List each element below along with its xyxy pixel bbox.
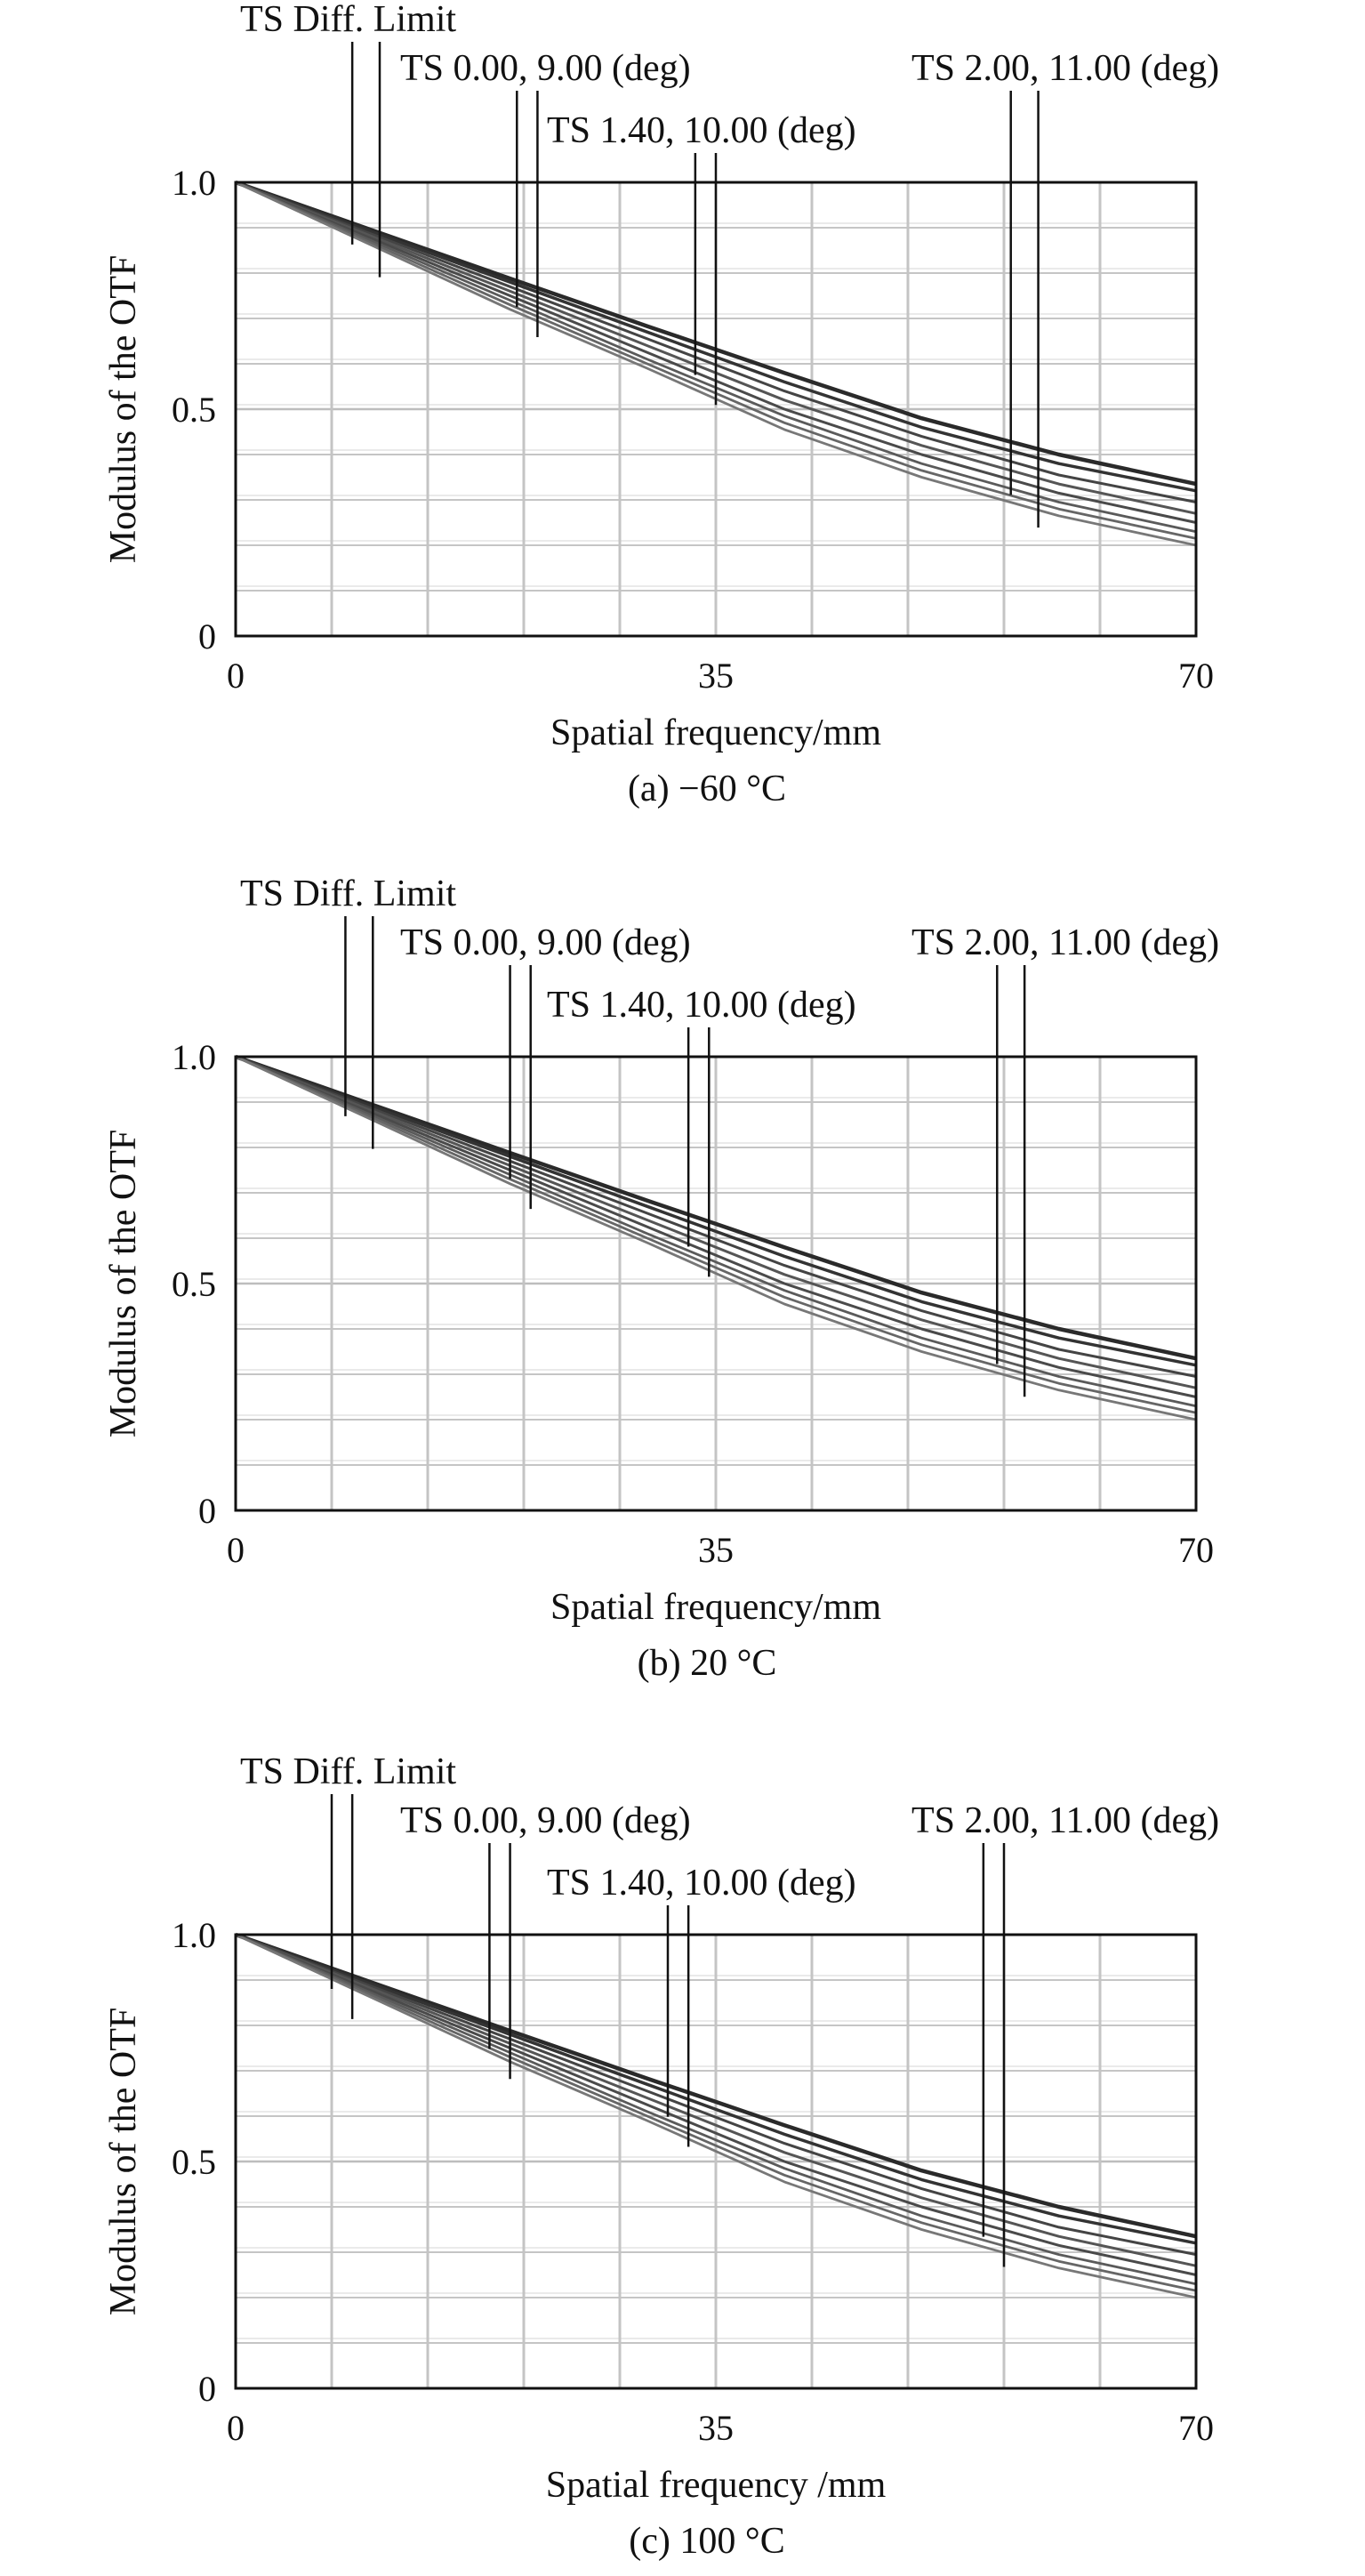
series-line-b-5 — [235, 1055, 1197, 1408]
y-tick-a-0: 0 — [198, 616, 216, 656]
y-tick-a-2: 1.0 — [172, 163, 216, 203]
legend-label-b-0: TS Diff. Limit — [240, 873, 456, 914]
series-c — [235, 1932, 1197, 2299]
plot-frame-c — [234, 1933, 1198, 2390]
x-tick-a-1: 35 — [698, 656, 734, 696]
series-line-b-7 — [235, 1055, 1197, 1421]
x-tick-b-1: 35 — [698, 1530, 734, 1570]
x-axis-label-b: Spatial frequency/mm — [550, 1587, 881, 1628]
y-tick-b-2: 1.0 — [172, 1037, 216, 1077]
series-line-c-2 — [235, 1933, 1197, 2257]
y-tick-c-1: 0.5 — [172, 2142, 216, 2182]
series-line-b-3 — [235, 1055, 1197, 1389]
y-axis-label-c: Modulus of the OTF — [103, 2008, 144, 2316]
y-tick-c-0: 0 — [198, 2369, 216, 2409]
y-tick-a-1: 0.5 — [172, 390, 216, 430]
series-line-c-0 — [235, 1932, 1197, 2239]
legend-label-a-1: TS 0.00, 9.00 (deg) — [400, 48, 691, 89]
legend-label-b-3: TS 2.00, 11.00 (deg) — [911, 922, 1219, 963]
y-tick-b-1: 0.5 — [172, 1264, 216, 1304]
plot-frame-b — [234, 1055, 1198, 1512]
x-axis-label-a: Spatial frequency/mm — [550, 712, 881, 753]
legend-label-b-2: TS 1.40, 10.00 (deg) — [547, 985, 856, 1026]
y-axis-label-b: Modulus of the OTF — [103, 1130, 144, 1438]
x-tick-c-2: 70 — [1178, 2408, 1214, 2448]
y-tick-b-0: 0 — [198, 1491, 216, 1531]
series-line-c-6 — [235, 1933, 1197, 2292]
panel-c: TS Diff. Limit TS 0.00, 9.00 (deg) TS 1.… — [103, 1751, 1219, 2562]
caption-b: (b) 20 °C — [638, 1643, 777, 1684]
x-axis-label-c: Spatial frequency /mm — [546, 2465, 887, 2506]
x-tick-a-0: 0 — [227, 656, 245, 696]
x-tick-c-0: 0 — [227, 2408, 245, 2448]
legend-label-c-3: TS 2.00, 11.00 (deg) — [911, 1800, 1219, 1841]
legend-pointers-a — [350, 42, 1040, 528]
series-line-b-2 — [235, 1055, 1197, 1378]
panel-a: TS Diff. Limit TS 0.00, 9.00 (deg) TS 1.… — [103, 0, 1219, 809]
grid-c — [236, 1935, 1196, 2388]
legend-label-a-2: TS 1.40, 10.00 (deg) — [547, 110, 856, 151]
y-tick-c-2: 1.0 — [172, 1915, 216, 1955]
series-line-c-4 — [235, 1933, 1197, 2276]
y-axis-label-a: Modulus of the OTF — [103, 255, 144, 564]
legend-label-c-2: TS 1.40, 10.00 (deg) — [547, 1863, 856, 1904]
series-b — [235, 1054, 1197, 1421]
series-line-b-1 — [235, 1055, 1197, 1367]
x-tick-c-1: 35 — [698, 2408, 734, 2448]
legend-label-c-1: TS 0.00, 9.00 (deg) — [400, 1800, 691, 1841]
legend-pointers-b — [344, 916, 1026, 1397]
series-line-b-6 — [235, 1055, 1197, 1414]
series-line-b-4 — [235, 1055, 1197, 1398]
legend-pointers-c — [330, 1794, 1006, 2267]
legend-label-b-1: TS 0.00, 9.00 (deg) — [400, 922, 691, 963]
caption-a: (a) −60 °C — [628, 769, 786, 809]
x-tick-b-2: 70 — [1178, 1530, 1214, 1570]
caption-c: (c) 100 °C — [629, 2521, 784, 2562]
series-line-c-1 — [235, 1933, 1197, 2245]
series-line-c-7 — [235, 1933, 1197, 2299]
grid-b — [236, 1057, 1196, 1510]
legend-label-a-3: TS 2.00, 11.00 (deg) — [911, 48, 1219, 89]
legend-label-c-0: TS Diff. Limit — [240, 1751, 456, 1792]
series-line-c-5 — [235, 1933, 1197, 2286]
series-line-c-3 — [235, 1933, 1197, 2267]
series-line-b-0 — [235, 1054, 1197, 1361]
panel-b: TS Diff. Limit TS 0.00, 9.00 (deg) TS 1.… — [103, 873, 1219, 1684]
x-tick-b-0: 0 — [227, 1530, 245, 1570]
legend-label-a-0: TS Diff. Limit — [240, 0, 456, 40]
x-tick-a-2: 70 — [1178, 656, 1214, 696]
